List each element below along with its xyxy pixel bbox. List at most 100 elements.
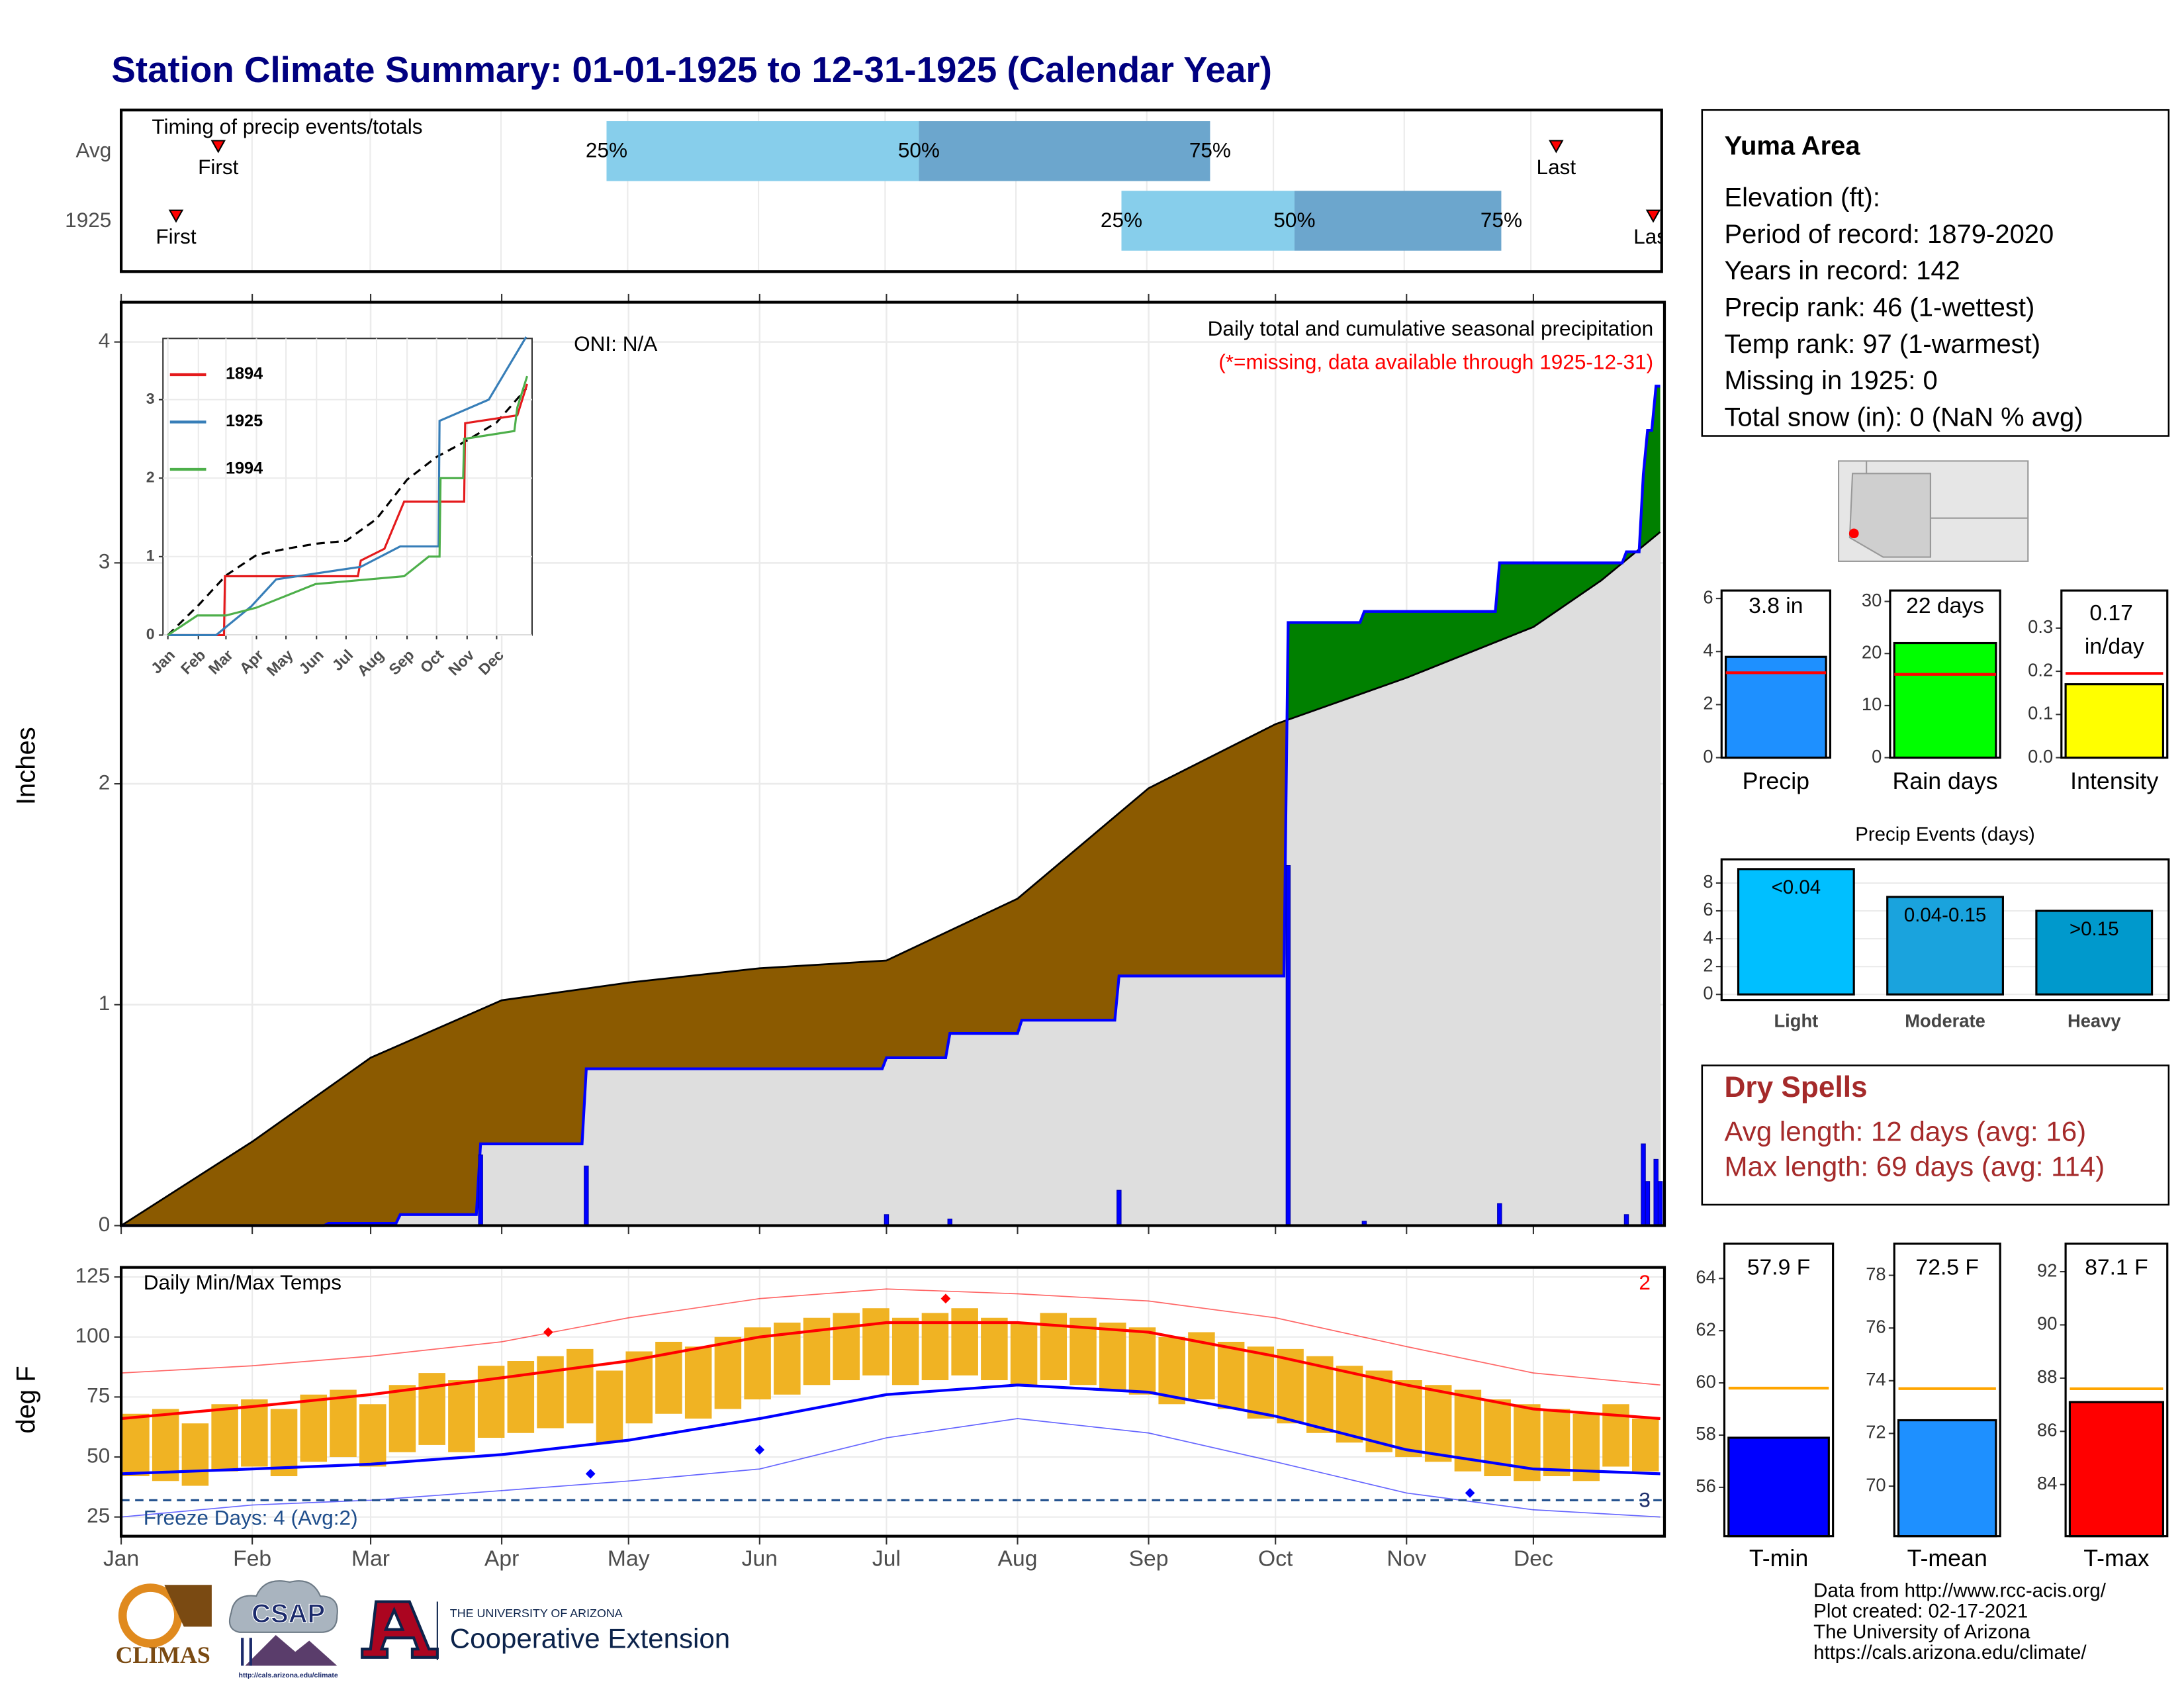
value-label: 72.5 F (1916, 1256, 1979, 1280)
csap-mountain (245, 1635, 338, 1666)
temp-range-bar (1424, 1385, 1452, 1462)
y-tick-label: 84 (2037, 1473, 2057, 1493)
avg-max-line (120, 1321, 1661, 1421)
record-marker (585, 1469, 596, 1479)
panel-title: Timing of precip events/totals (152, 115, 422, 138)
marker-label: First (198, 155, 239, 179)
x-tick-label: Mar (351, 1546, 390, 1571)
average-line (167, 388, 527, 636)
y-tick-label: 1 (99, 991, 111, 1015)
subtitle: Daily total and cumulative seasonal prec… (1208, 316, 1653, 340)
y-tick-label: 4 (99, 328, 111, 352)
row-label: Avg (76, 138, 112, 162)
temp-range-bar (359, 1404, 387, 1467)
y-tick-label: 62 (1696, 1319, 1715, 1339)
value-label: 57.9 F (1747, 1256, 1810, 1280)
series-line (167, 375, 529, 636)
daily-bar (1497, 1203, 1502, 1227)
x-tick-label: Feb (233, 1546, 271, 1571)
marker-label: Last (1537, 155, 1576, 179)
y-tick-label: 0 (1703, 746, 1713, 767)
info-line: Missing in 1925: 0 (1724, 366, 1937, 395)
event-marker (1549, 140, 1564, 154)
temp-range-bar (803, 1317, 831, 1385)
temp-range-bar (330, 1389, 357, 1458)
bar (2068, 1401, 2165, 1538)
y-tick-label: 0 (1703, 982, 1713, 1003)
marker-label: Last (1633, 224, 1673, 248)
temp-range-bar (537, 1356, 564, 1429)
category-label: Intensity (2070, 768, 2158, 794)
daily-bar (1116, 1190, 1122, 1227)
info-line: Total snow (in): 0 (NaN % avg) (1724, 402, 2083, 432)
y-tick-label: 50 (87, 1443, 110, 1467)
avg-min-line (121, 1383, 1661, 1476)
temp-range-bar (211, 1404, 238, 1472)
temp-range-bar (1365, 1370, 1393, 1452)
plot-frame (2060, 589, 2169, 759)
y-tick-label: 1 (146, 547, 155, 564)
daily-bar (478, 1154, 483, 1227)
temp-range-bar (388, 1385, 416, 1452)
percentile-label: 75% (1189, 138, 1231, 162)
percentile-label: 25% (586, 138, 627, 162)
credit-line: The University of Arizona (1813, 1621, 2030, 1643)
map-state (1848, 473, 1932, 558)
timing-content: 25% 50% 75% First Last 25% 50% 75% First Last Timi… (152, 115, 1673, 251)
series-line (167, 383, 529, 636)
temp-range-bar (1099, 1322, 1126, 1390)
y-tick-label: 3 (146, 390, 155, 407)
dry-spells-line: Avg length: 12 days (avg: 16) (1724, 1116, 2086, 1147)
plot-frame (1889, 589, 2001, 759)
row-label: 1925 (65, 208, 111, 232)
y-tick-label: 3 (99, 549, 111, 573)
y-tick-label: 125 (75, 1263, 111, 1287)
panel-frame (119, 301, 1666, 1227)
x-tick-label: Jul (872, 1546, 901, 1571)
y-tick-label: 75 (87, 1383, 110, 1407)
record-min-line (121, 1418, 1661, 1518)
logos (118, 1580, 439, 1666)
temp-range-bar (270, 1409, 298, 1477)
temp-range-bar (951, 1308, 978, 1376)
dry-spells-box (1701, 1064, 2170, 1206)
y-tick-label: 70 (1866, 1474, 1886, 1495)
daily-bar (584, 1165, 589, 1227)
plot-frame (2064, 1243, 2169, 1538)
y-tick-label: 0 (1872, 746, 1882, 767)
threshold-label: <0.04 (1772, 876, 1821, 898)
y-axis-title: Inches (12, 727, 41, 805)
bar (1897, 1419, 1997, 1538)
marker-label: First (156, 224, 197, 248)
category-label: Rain days (1893, 768, 1998, 794)
inset-area (162, 338, 533, 636)
temp-range-bar (122, 1413, 150, 1477)
y-tick-label: 0 (99, 1212, 111, 1236)
temp-range-bar (507, 1361, 535, 1433)
value-label: 87.1 F (2085, 1256, 2148, 1280)
temp-range-bar (833, 1313, 860, 1381)
record-count: 2 (1639, 1270, 1651, 1294)
bar (2064, 683, 2165, 759)
logo-text: CSAP (251, 1599, 325, 1628)
y-tick-label: 76 (1866, 1316, 1886, 1336)
temp-range-bar (684, 1346, 712, 1419)
event-marker (210, 140, 226, 154)
y-tick-label: 4 (1703, 927, 1713, 947)
y-tick-label: 58 (1696, 1423, 1715, 1444)
threshold-label: 0.04-0.15 (1904, 904, 1986, 926)
credit-line: Data from http://www.rcc-acis.org/ (1813, 1580, 2107, 1602)
percentile-bar (606, 121, 919, 181)
temp-range-bar (625, 1351, 653, 1424)
record-marker (1465, 1488, 1475, 1498)
info-box (1701, 109, 2170, 437)
logo-text: CLIMAS (116, 1642, 210, 1668)
observed-area (121, 532, 1661, 1226)
y-tick-label: 0.2 (2028, 659, 2053, 680)
bar (1727, 1436, 1830, 1538)
cumulative-line (121, 385, 1661, 1227)
x-tick-label: Oct (1258, 1546, 1293, 1571)
logo-text: http://cals.arizona.edu/climate (239, 1671, 338, 1679)
x-tick-label: May (608, 1546, 650, 1571)
y-tick-label: 2 (1703, 693, 1713, 714)
